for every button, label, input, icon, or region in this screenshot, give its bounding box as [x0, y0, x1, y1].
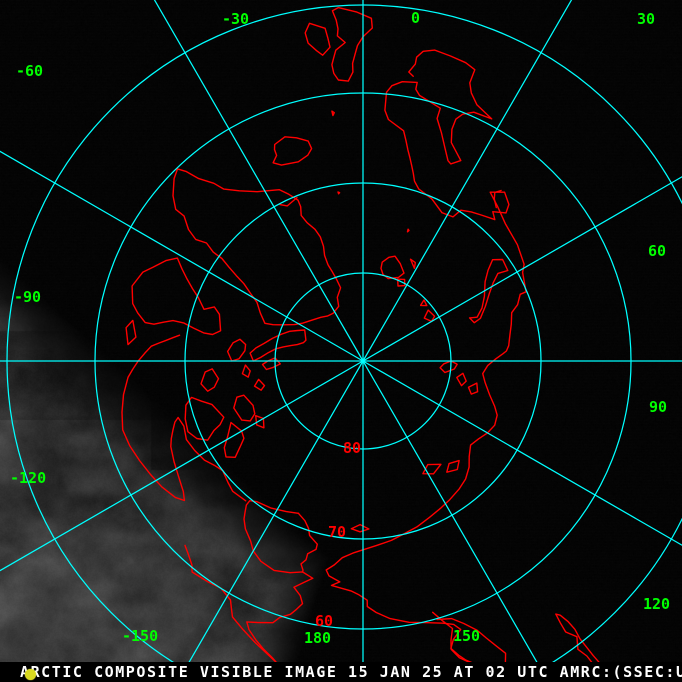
coastline-segment: [467, 382, 479, 395]
coastline-segment: [226, 338, 247, 362]
coastline-segment: [409, 258, 416, 269]
coastline-segment: [172, 168, 342, 326]
coastline-segment: [406, 228, 410, 233]
coastline-segment: [131, 257, 222, 336]
coastline-segment: [125, 319, 137, 346]
meridian-60: [362, 176, 682, 362]
meridian-30: [362, 0, 573, 362]
coastline-segment: [200, 368, 220, 392]
coastline-segment: [493, 189, 502, 209]
coastline-segment: [423, 309, 436, 323]
coastline-segment: [380, 255, 405, 280]
coastline-layer: [121, 6, 632, 682]
coastline-segment: [297, 512, 318, 573]
coastline-segment: [337, 191, 341, 195]
coastline-segment: [223, 421, 245, 458]
meridian-120: [362, 360, 682, 546]
coastline-segment: [253, 378, 266, 391]
coastline-segment: [468, 258, 509, 324]
coastline-segment: [384, 49, 493, 214]
coastline-segment: [419, 299, 428, 307]
caption-text: ARCTIC COMPOSITE VISIBLE IMAGE 15 JAN 25…: [20, 663, 682, 681]
coastline-segment: [241, 364, 251, 378]
coastline-segment: [249, 329, 307, 362]
coastline-segment: [331, 6, 373, 82]
meridian--150: [176, 360, 364, 682]
coastline-segment: [255, 415, 265, 429]
coastline-segment: [397, 278, 406, 287]
coastline-segment: [233, 394, 256, 422]
meridian--60: [0, 150, 364, 362]
coastline-segment: [331, 110, 335, 117]
coastline-segment: [350, 523, 370, 533]
coastline-segment: [456, 372, 467, 387]
coastline-segment: [422, 463, 442, 475]
coastline-segment: [439, 360, 458, 374]
coastline-segment: [272, 136, 313, 166]
meridian-150: [362, 360, 550, 682]
coastline-segment: [325, 191, 527, 679]
coastline-segment: [304, 22, 331, 56]
coastline-segment: [184, 500, 314, 664]
meridian--120: [0, 360, 364, 572]
coastline-segment: [184, 396, 225, 441]
coastline-segment: [121, 334, 247, 502]
latitude-circle-50: [6, 4, 682, 682]
meridian--30: [153, 0, 364, 362]
caption-bar: ARCTIC COMPOSITE VISIBLE IMAGE 15 JAN 25…: [0, 662, 682, 682]
coastline-segment: [279, 196, 298, 207]
coastline-segment: [446, 459, 460, 473]
coastline-segment: [436, 617, 507, 679]
coastline-segment: [261, 357, 281, 371]
